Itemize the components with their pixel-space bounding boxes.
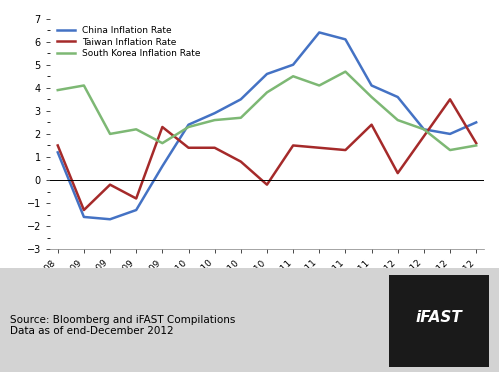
South Korea Inflation Rate	[316, 83, 322, 88]
FancyBboxPatch shape	[389, 275, 489, 367]
Line: South Korea Inflation Rate: South Korea Inflation Rate	[58, 72, 476, 150]
Taiwan Inflation Rate	[342, 148, 348, 152]
Line: China Inflation Rate: China Inflation Rate	[58, 32, 476, 219]
China Inflation Rate	[369, 83, 375, 88]
South Korea Inflation Rate	[107, 132, 113, 136]
China Inflation Rate	[473, 120, 479, 125]
South Korea Inflation Rate	[212, 118, 218, 122]
Line: Taiwan Inflation Rate: Taiwan Inflation Rate	[58, 99, 476, 210]
Taiwan Inflation Rate	[55, 143, 61, 148]
Taiwan Inflation Rate	[133, 196, 139, 201]
Taiwan Inflation Rate	[238, 159, 244, 164]
Taiwan Inflation Rate	[107, 182, 113, 187]
South Korea Inflation Rate	[133, 127, 139, 132]
South Korea Inflation Rate	[342, 70, 348, 74]
Taiwan Inflation Rate	[447, 97, 453, 102]
China Inflation Rate	[290, 62, 296, 67]
China Inflation Rate	[316, 30, 322, 35]
South Korea Inflation Rate	[447, 148, 453, 152]
Taiwan Inflation Rate	[212, 145, 218, 150]
Taiwan Inflation Rate	[290, 143, 296, 148]
China Inflation Rate	[55, 150, 61, 155]
China Inflation Rate	[133, 208, 139, 212]
China Inflation Rate	[447, 132, 453, 136]
Legend: China Inflation Rate, Taiwan Inflation Rate, South Korea Inflation Rate: China Inflation Rate, Taiwan Inflation R…	[54, 23, 204, 61]
China Inflation Rate	[421, 127, 427, 132]
South Korea Inflation Rate	[369, 95, 375, 99]
South Korea Inflation Rate	[81, 83, 87, 88]
China Inflation Rate	[238, 97, 244, 102]
China Inflation Rate	[212, 111, 218, 115]
Taiwan Inflation Rate	[369, 122, 375, 127]
Text: Source: Bloomberg and iFAST Compilations
Data as of end-December 2012: Source: Bloomberg and iFAST Compilations…	[10, 315, 236, 336]
Taiwan Inflation Rate	[81, 208, 87, 212]
China Inflation Rate	[342, 37, 348, 42]
China Inflation Rate	[395, 95, 401, 99]
Taiwan Inflation Rate	[395, 171, 401, 175]
South Korea Inflation Rate	[395, 118, 401, 122]
FancyBboxPatch shape	[0, 268, 499, 372]
South Korea Inflation Rate	[473, 143, 479, 148]
South Korea Inflation Rate	[421, 127, 427, 132]
South Korea Inflation Rate	[186, 125, 192, 129]
China Inflation Rate	[264, 72, 270, 76]
South Korea Inflation Rate	[238, 116, 244, 120]
Taiwan Inflation Rate	[264, 182, 270, 187]
South Korea Inflation Rate	[290, 74, 296, 78]
South Korea Inflation Rate	[159, 141, 165, 145]
Text: iFAST: iFAST	[416, 310, 463, 326]
China Inflation Rate	[81, 215, 87, 219]
China Inflation Rate	[107, 217, 113, 221]
China Inflation Rate	[186, 122, 192, 127]
Taiwan Inflation Rate	[421, 134, 427, 138]
Taiwan Inflation Rate	[186, 145, 192, 150]
South Korea Inflation Rate	[55, 88, 61, 92]
Taiwan Inflation Rate	[473, 141, 479, 145]
Taiwan Inflation Rate	[316, 145, 322, 150]
Taiwan Inflation Rate	[159, 125, 165, 129]
South Korea Inflation Rate	[264, 90, 270, 94]
China Inflation Rate	[159, 164, 165, 169]
